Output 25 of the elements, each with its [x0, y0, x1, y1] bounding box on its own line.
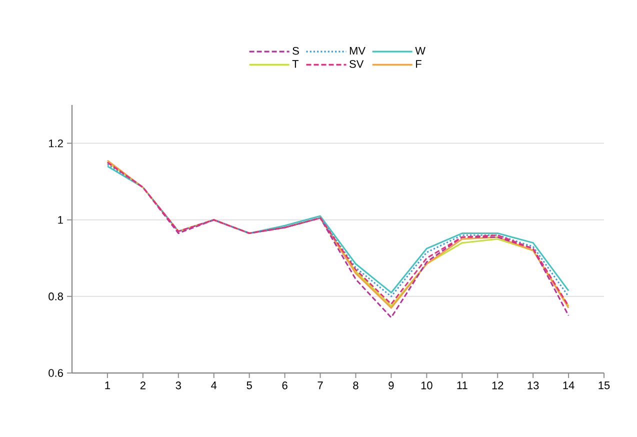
x-tick-label: 6	[282, 382, 288, 390]
x-tick-label: 15	[598, 382, 610, 390]
x-tick-label: 3	[176, 382, 181, 390]
x-tick-label: 9	[388, 382, 394, 390]
x-tick-label: 13	[528, 382, 539, 390]
legend-label: S	[292, 46, 299, 55]
x-tick-label: 11	[457, 382, 468, 390]
x-tick-label: 7	[318, 382, 323, 390]
legend-label: F	[416, 60, 422, 68]
x-tick-label: 4	[211, 382, 217, 390]
y-tick-label: 0.8	[48, 292, 63, 300]
y-tick-label: 0.6	[48, 369, 63, 377]
x-tick-label: 2	[140, 382, 146, 390]
x-tick-label: 12	[492, 382, 504, 390]
legend-label: MV	[350, 46, 366, 55]
x-tick-label: 8	[353, 382, 358, 390]
legend-label: W	[415, 46, 426, 55]
x-tick-label: 1	[105, 382, 110, 390]
y-tick-label: 1.2	[49, 139, 63, 148]
legend-label: SV	[350, 60, 364, 68]
y-tick-label: 1	[58, 216, 63, 224]
x-tick-label: 10	[421, 382, 432, 390]
legend-label: T	[292, 60, 299, 68]
x-tick-label: 5	[246, 382, 252, 390]
x-tick-label: 14	[563, 382, 574, 390]
